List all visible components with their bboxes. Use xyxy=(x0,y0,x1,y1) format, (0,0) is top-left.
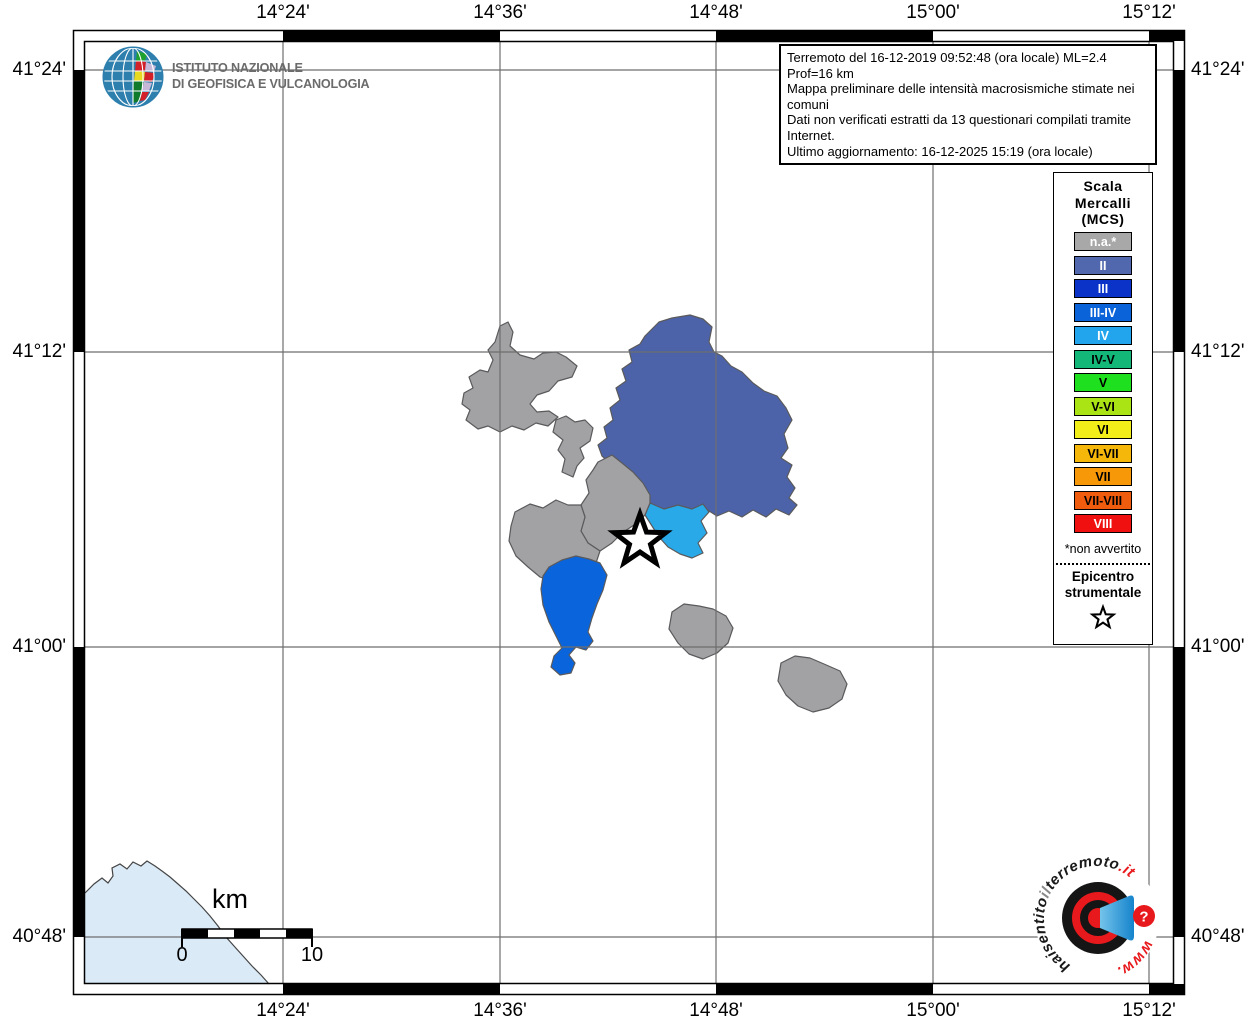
legend-chip-iii: III xyxy=(1074,279,1132,298)
ingv-globe-icon xyxy=(102,46,164,108)
lat-label-left-4048: 40°48' xyxy=(12,926,67,947)
lon-label-bottom-1436: 14°36' xyxy=(473,1000,527,1021)
lon-label-top-1436: 14°36' xyxy=(473,2,527,23)
legend-title: Scala Mercalli (MCS) xyxy=(1074,178,1132,227)
lon-label-top-1424: 14°24' xyxy=(256,2,310,23)
legend-chip-iv-v: IV-V xyxy=(1074,349,1132,369)
region-na-small-center xyxy=(552,415,594,478)
scale-bar-ten: 10 xyxy=(300,944,324,966)
lat-label-right-4124: 41°24' xyxy=(1191,59,1245,80)
lat-label-right-4112: 41°12' xyxy=(1191,341,1245,362)
lat-label-right-4048: 40°48' xyxy=(1191,926,1245,947)
hsit-megaphone-icon xyxy=(1100,895,1134,941)
legend-epicenter-label-1: Epicentro xyxy=(1071,569,1135,584)
event-info-line2: Mappa preliminare delle intensità macros… xyxy=(787,81,1135,112)
lon-label-bottom-1424: 14°24' xyxy=(256,1000,310,1021)
legend-chip-na: n.a.* xyxy=(1074,232,1132,251)
hsit-question-mark: ? xyxy=(1139,909,1148,926)
scale-bar-zero: 0 xyxy=(176,944,188,966)
legend-chip-v-vi: V-VI xyxy=(1074,396,1132,416)
legend-chip-vi: VI xyxy=(1074,420,1132,439)
ingv-logo-text: ISTITUTO NAZIONALE DI GEOFISICA E VULCAN… xyxy=(172,60,370,91)
lat-label-left-4100: 41°00' xyxy=(12,636,67,657)
region-ii-large xyxy=(597,314,798,518)
graticule-grid xyxy=(84,41,1174,984)
legend-chip-iv: IV xyxy=(1074,326,1132,345)
mercalli-legend: Scala Mercalli (MCS) n.a.* II III III-IV… xyxy=(1053,172,1153,645)
sea-area xyxy=(84,860,270,985)
municipality-regions xyxy=(461,314,848,713)
lon-label-top-1448: 14°48' xyxy=(689,2,743,23)
region-na-near-star xyxy=(580,454,651,552)
coastline xyxy=(84,860,270,985)
ingv-logo-line1: ISTITUTO NAZIONALE xyxy=(172,60,303,75)
hsit-logo: ? haisentitoilterremoto.it www. xyxy=(1031,853,1159,981)
lon-label-bottom-1512: 15°12' xyxy=(1122,1000,1176,1021)
scale-bar-unit: km xyxy=(212,884,248,914)
region-na-southeast-2 xyxy=(777,655,848,713)
ingv-logo-line2: DI GEOFISICA E VULCANOLOGIA xyxy=(172,75,370,91)
scale-bar xyxy=(181,928,313,947)
lat-label-left-4124: 41°24' xyxy=(12,59,67,80)
legend-divider xyxy=(1056,563,1150,565)
legend-chip-ii: II xyxy=(1074,255,1132,275)
legend-footnote: *non avvertito xyxy=(1064,542,1142,556)
legend-epicenter-label-2: strumentale xyxy=(1064,585,1142,600)
event-info-line3: Dati non verificati estratti da 13 quest… xyxy=(787,112,1131,143)
lon-label-bottom-1448: 14°48' xyxy=(689,1000,743,1021)
event-info-line1: Terremoto del 16-12-2019 09:52:48 (ora l… xyxy=(787,50,1107,81)
lat-label-right-4100: 41°00' xyxy=(1191,636,1245,657)
sea-polygon xyxy=(85,861,269,984)
legend-chip-vii-viii: VII-VIII xyxy=(1074,490,1132,510)
event-info-line4: Ultimo aggiornamento: 16-12-2025 15:19 (… xyxy=(787,143,1093,159)
lat-label-left-4112: 41°12' xyxy=(12,341,67,362)
region-iii-iv-south xyxy=(540,555,608,676)
map-frame xyxy=(72,29,1186,996)
region-na-northwest xyxy=(461,321,578,433)
legend-chip-vii: VII xyxy=(1074,467,1132,486)
lon-label-top-1512: 15°12' xyxy=(1122,2,1176,23)
legend-chip-v: V xyxy=(1074,373,1132,392)
region-na-southeast-1 xyxy=(668,603,734,660)
epicenter-star xyxy=(607,506,673,569)
lon-label-top-1500: 15°00' xyxy=(906,2,960,23)
legend-chip-viii: VIII xyxy=(1074,514,1132,533)
lon-label-bottom-1500: 15°00' xyxy=(906,1000,960,1021)
event-info-box: Terremoto del 16-12-2019 09:52:48 (ora l… xyxy=(779,44,1157,166)
hsit-question-badge xyxy=(1133,905,1155,927)
legend-chip-vi-vii: VI-VII xyxy=(1074,443,1132,463)
legend-epicenter-star-icon xyxy=(1054,603,1152,637)
legend-chip-iii-iv: III-IV xyxy=(1074,302,1132,322)
